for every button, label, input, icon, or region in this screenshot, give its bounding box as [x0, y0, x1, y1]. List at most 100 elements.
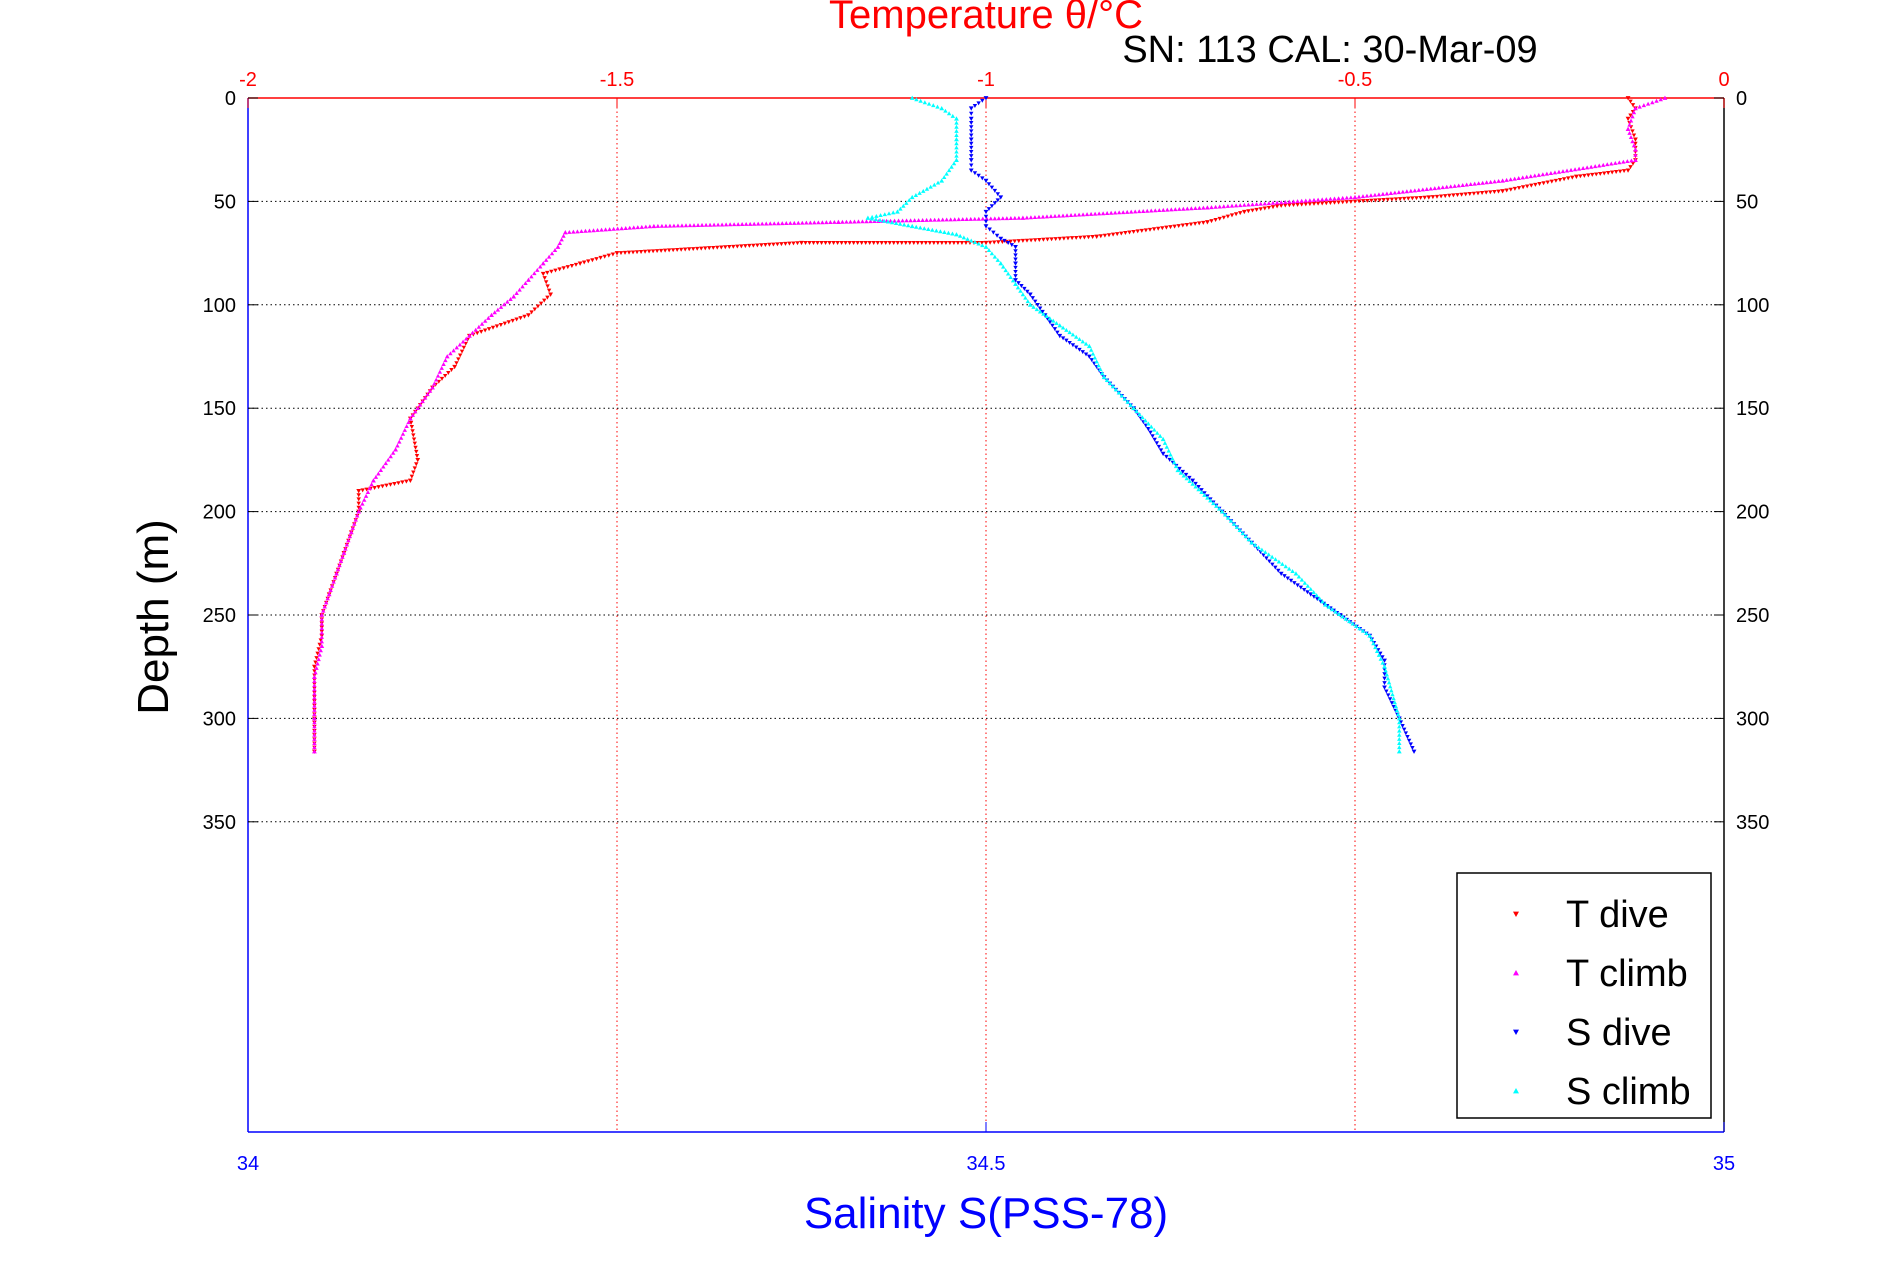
- data-point: [1020, 215, 1026, 220]
- data-point: [991, 230, 996, 235]
- data-point: [1172, 224, 1177, 229]
- data-point: [979, 241, 985, 245]
- data-point: [319, 643, 325, 648]
- data-point: [983, 214, 989, 219]
- data-point: [614, 251, 620, 256]
- data-point: [414, 454, 420, 458]
- data-point: [939, 105, 945, 111]
- data-point: [312, 745, 317, 750]
- data-point: [1158, 448, 1164, 453]
- data-point: [498, 323, 504, 327]
- data-point: [383, 461, 388, 466]
- data-point: [1305, 590, 1310, 595]
- data-point: [1161, 207, 1166, 212]
- data-point: [1378, 656, 1384, 661]
- data-point: [1428, 186, 1433, 191]
- data-point: [1187, 475, 1192, 480]
- data-point: [776, 221, 781, 226]
- data-point: [412, 441, 417, 446]
- data-point: [1027, 302, 1033, 307]
- data-point: [1332, 200, 1337, 205]
- data-point: [969, 163, 974, 168]
- data-point: [425, 392, 430, 397]
- data-point: [646, 249, 652, 254]
- data-point: [1385, 676, 1391, 681]
- data-point: [1187, 479, 1192, 484]
- data-point: [956, 217, 961, 222]
- data-point: [856, 219, 861, 224]
- data-point: [1556, 169, 1562, 174]
- data-point: [555, 244, 561, 249]
- data-point: [1098, 234, 1103, 239]
- data-point: [968, 158, 974, 163]
- data-point: [1119, 231, 1124, 236]
- data-point: [1285, 576, 1290, 581]
- data-point: [723, 245, 728, 250]
- data-point: [918, 225, 923, 230]
- data-point: [529, 274, 534, 279]
- data-point: [1286, 566, 1292, 571]
- data-point: [807, 241, 812, 245]
- data-point: [1278, 203, 1284, 208]
- data-point: [1023, 295, 1028, 300]
- data-point: [1225, 203, 1231, 208]
- data-point: [1148, 430, 1153, 435]
- data-point: [532, 271, 537, 276]
- data-point: [446, 370, 451, 375]
- data-point: [522, 314, 527, 319]
- data-point: [1181, 473, 1186, 478]
- data-point: [1169, 207, 1174, 212]
- data-point: [390, 450, 396, 455]
- data-point: [414, 449, 419, 454]
- data-point: [583, 228, 588, 233]
- data-point: [1060, 213, 1066, 218]
- data-point: [1376, 652, 1382, 657]
- data-point: [559, 237, 564, 242]
- data-point: [312, 728, 317, 733]
- data-point: [986, 207, 992, 212]
- data-point: [1292, 581, 1297, 586]
- data-point: [1484, 190, 1489, 195]
- data-point: [1170, 456, 1175, 461]
- data-point: [918, 98, 923, 103]
- data-point: [452, 364, 458, 370]
- data-point: [1167, 457, 1172, 462]
- data-point: [897, 221, 903, 226]
- data-point: [312, 678, 317, 683]
- data-point: [1259, 547, 1265, 552]
- data-point: [932, 217, 937, 222]
- data-point: [1262, 201, 1267, 206]
- data-point: [355, 513, 360, 518]
- data-point: [523, 281, 528, 286]
- data-point: [1361, 199, 1366, 204]
- data-point: [1048, 214, 1054, 219]
- data-point: [459, 349, 465, 354]
- data-point: [571, 229, 576, 234]
- data-point: [1609, 161, 1614, 166]
- data-point: [707, 222, 713, 227]
- data-point: [1348, 199, 1354, 204]
- data-point: [1225, 515, 1231, 520]
- data-point: [1067, 330, 1072, 335]
- data-point: [1024, 238, 1030, 243]
- data-point: [444, 354, 450, 359]
- data-point: [1211, 501, 1216, 506]
- data-point: [1190, 481, 1195, 486]
- data-point: [408, 420, 414, 425]
- data-point: [415, 457, 421, 463]
- data-point: [1512, 186, 1518, 191]
- data-point: [1041, 237, 1046, 242]
- data-point: [1024, 215, 1030, 220]
- data-point: [800, 220, 805, 225]
- data-point: [989, 185, 995, 190]
- data-point: [350, 525, 355, 530]
- data-point: [1631, 133, 1637, 138]
- data-point: [831, 241, 836, 245]
- data-point: [1436, 185, 1441, 190]
- data-point: [1582, 173, 1587, 178]
- data-point: [1145, 208, 1150, 213]
- data-point: [1074, 345, 1079, 350]
- data-point: [538, 301, 544, 306]
- data-point: [1143, 418, 1148, 423]
